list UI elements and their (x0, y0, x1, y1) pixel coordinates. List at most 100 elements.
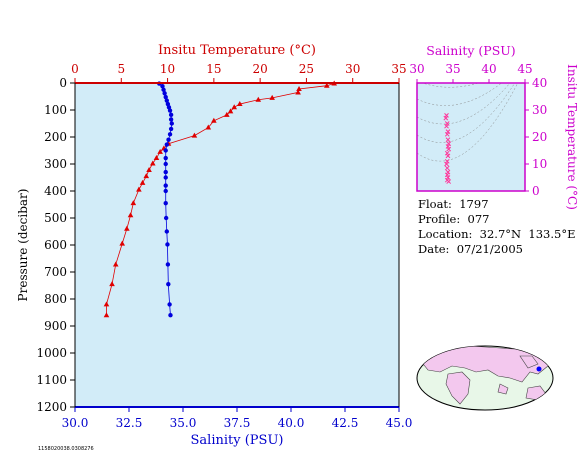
temperature-point (227, 108, 234, 114)
density-contour (417, 66, 525, 142)
inset-top-tick-label: 45 (517, 62, 532, 76)
bottom-tick-label: 30.0 (62, 416, 89, 430)
salinity-point (168, 126, 174, 132)
salinity-point (161, 87, 166, 92)
location: Location: 32.7°N 133.5°E (418, 227, 576, 241)
salinity-point (168, 313, 173, 318)
y-tick-label: 100 (44, 103, 67, 117)
temperature-point (103, 301, 110, 307)
top-tick-label: 25 (299, 62, 314, 76)
y-tick-label: 0 (59, 76, 67, 90)
date: Date: 07/21/2005 (418, 242, 523, 256)
bottom-tick-label: 32.5 (116, 416, 143, 430)
inset-top-axis-label: Salinity (PSU) (426, 43, 515, 58)
y-tick-label: 800 (44, 292, 67, 306)
density-contour (417, 57, 525, 70)
ts-point (443, 115, 449, 121)
top-tick-label: 35 (391, 62, 406, 76)
salinity-point (163, 155, 168, 161)
salinity-point (164, 142, 169, 147)
density-contour (417, 64, 525, 124)
salinity-point (168, 117, 174, 122)
salinity-point (166, 281, 171, 287)
profile-number: Profile: 077 (418, 212, 490, 226)
top-tick-label: 20 (253, 62, 268, 76)
inset-top-tick-label: 35 (445, 62, 460, 76)
salinity-point (165, 242, 170, 247)
density-contour (417, 61, 525, 105)
temperature-point (231, 104, 238, 110)
salinity-point (163, 169, 168, 175)
temperature-point (124, 225, 130, 231)
main-plot-area (75, 83, 399, 407)
salinity-point (169, 121, 174, 126)
inset-top-tick-label: 30 (409, 62, 424, 76)
bottom-tick-label: 40.0 (278, 416, 305, 430)
salinity-point (168, 112, 174, 118)
salinity-point (166, 137, 171, 142)
temperature-point (255, 96, 262, 102)
temperature-point (103, 312, 110, 318)
bottom-tick-label: 42.5 (332, 416, 359, 430)
temperature-point (119, 240, 126, 246)
ts-point (445, 153, 451, 159)
salinity-point (163, 148, 168, 153)
density-contour (417, 69, 525, 162)
salinity-point (167, 302, 172, 307)
temperature-point (236, 101, 243, 107)
ts-point (444, 123, 449, 129)
bottom-tick-label: 37.5 (224, 416, 251, 430)
salinity-point (163, 188, 168, 194)
inset-right-tick-label: 0 (532, 184, 540, 198)
salinity-point (163, 94, 168, 100)
temperature-point (136, 186, 142, 192)
inset-right-tick-label: 10 (532, 157, 547, 171)
y-axis-label: Pressure (decibar) (16, 189, 30, 302)
footnote-id: 1158020038.0308276 (38, 446, 94, 452)
salinity-point (167, 132, 173, 137)
y-tick-label: 900 (44, 319, 67, 333)
y-tick-label: 700 (44, 265, 67, 279)
salinity-point (160, 84, 165, 89)
temperature-point (139, 179, 146, 185)
temperature-point (269, 94, 275, 100)
inset-right-tick-label: 40 (532, 76, 547, 90)
top-tick-label: 0 (71, 62, 79, 76)
temperature-point (191, 132, 198, 138)
y-tick-label: 500 (44, 211, 67, 225)
ts-point (446, 146, 452, 152)
temperature-point (146, 166, 152, 172)
world-map (416, 345, 554, 411)
y-tick-label: 1000 (36, 346, 67, 360)
salinity-point (163, 183, 168, 188)
temperature-point (127, 212, 134, 218)
inset-top-tick-label: 40 (481, 62, 496, 76)
bottom-tick-label: 45.0 (386, 416, 413, 430)
inset-frame (416, 82, 526, 192)
ts-point (445, 137, 451, 143)
y-tick-label: 1100 (36, 373, 67, 387)
salinity-point (164, 98, 169, 103)
top-tick-label: 15 (206, 62, 221, 76)
float-id: Float: 1797 (418, 197, 489, 211)
temperature-point (153, 155, 160, 161)
y-tick-label: 1200 (36, 400, 67, 414)
temperature-point (295, 89, 301, 95)
bottom-tick-label: 35.0 (170, 416, 197, 430)
y-tick-label: 300 (44, 157, 67, 171)
float-location-marker (536, 366, 542, 372)
density-contours (417, 57, 525, 162)
ts-point (446, 179, 452, 184)
bottom-axis-label: Salinity (PSU) (191, 433, 284, 448)
top-tick-label: 5 (117, 62, 125, 76)
salinity-point (163, 215, 169, 221)
density-contour (417, 59, 525, 87)
top-tick-label: 30 (345, 62, 360, 76)
ts-point (444, 131, 450, 137)
ts-point (444, 165, 450, 171)
temperature-point (323, 82, 330, 88)
y-tick-label: 400 (44, 184, 67, 198)
salinity-point (164, 229, 169, 234)
y-tick-label: 200 (44, 130, 67, 144)
